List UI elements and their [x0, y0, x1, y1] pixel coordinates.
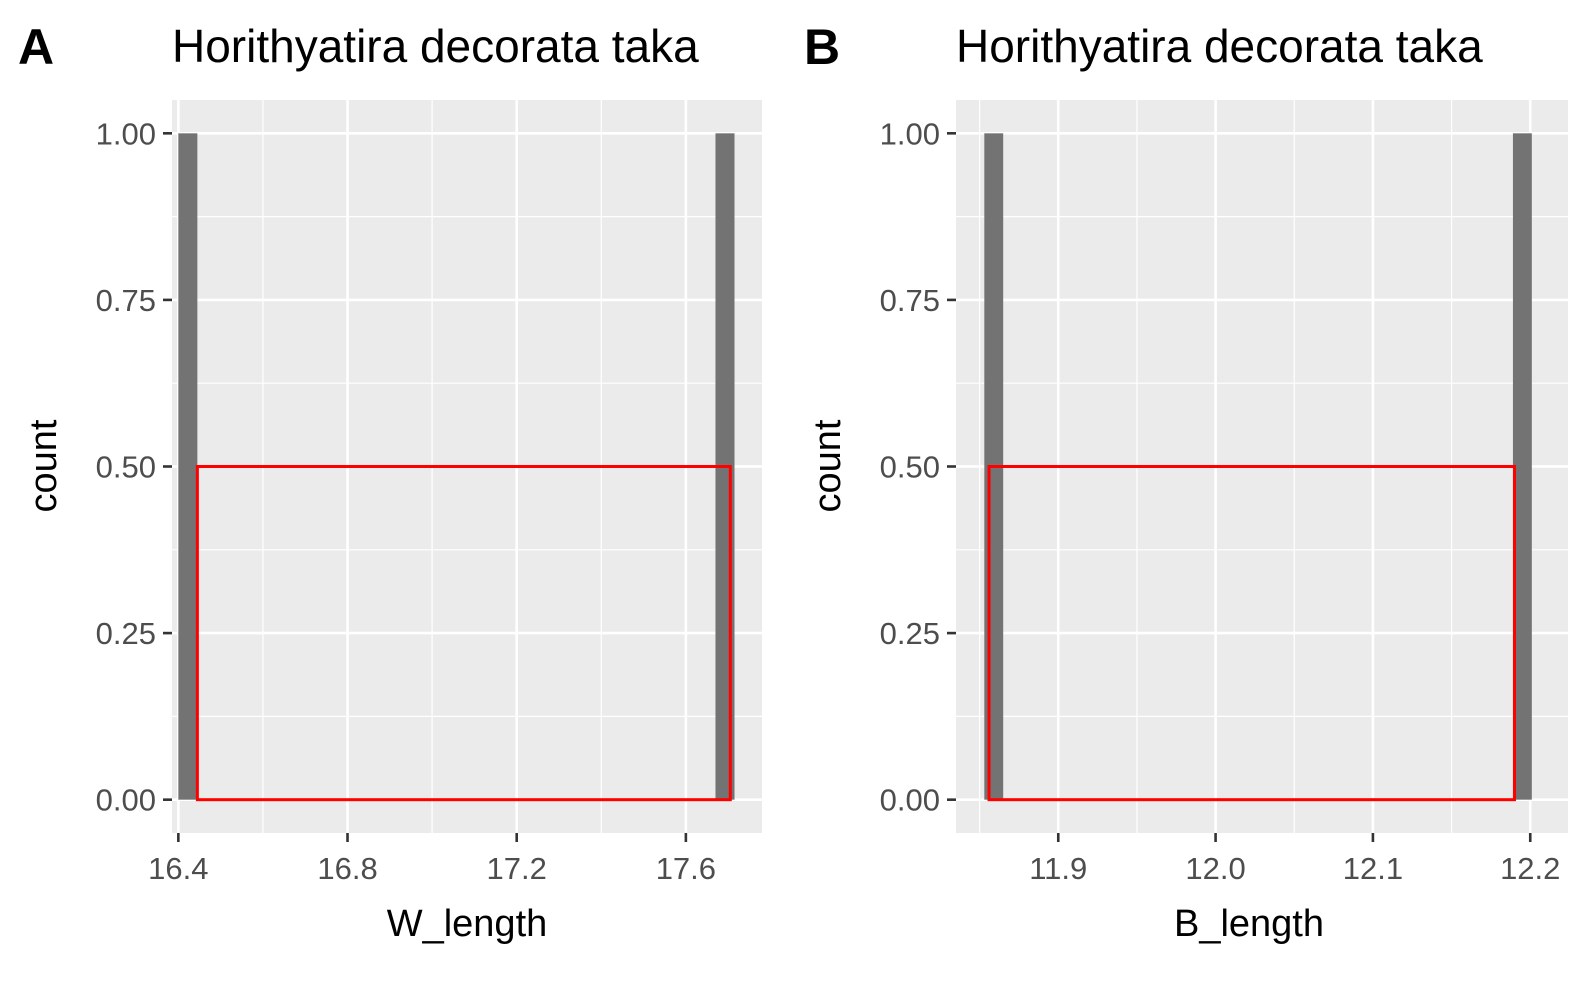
histogram-bar — [1512, 133, 1532, 800]
y-axis-title: count — [807, 419, 849, 512]
y-tick-label: 0.00 — [880, 783, 940, 818]
y-tick-label: 0.75 — [96, 283, 156, 318]
highlight-box — [987, 465, 1517, 802]
x-tick-label: 11.9 — [1029, 851, 1087, 886]
y-tick-label: 1.00 — [96, 116, 156, 151]
x-tick-label: 17.2 — [487, 851, 547, 886]
y-axis-title: count — [23, 419, 65, 512]
panel-b: 0.00 0.25 0.50 0.75 1.00 11.9 12.0 12.1 12.2 B_le… — [804, 19, 1568, 945]
x-axis-title: W_length — [387, 903, 548, 945]
y-tick-label: 1.00 — [880, 116, 940, 151]
y-tick-label: 0.25 — [96, 616, 156, 651]
plot-title: Horithyatira decorata taka — [956, 20, 1483, 72]
histogram-bar — [178, 133, 198, 800]
x-tick-label: 12.0 — [1185, 851, 1245, 886]
x-tick-label: 12.2 — [1500, 851, 1560, 886]
x-axis-title: B_length — [1174, 903, 1324, 945]
y-tick-label: 0.00 — [96, 783, 156, 818]
x-tick-label: 17.6 — [656, 851, 716, 886]
x-tick-label: 16.4 — [148, 851, 208, 886]
x-tick-label: 12.1 — [1343, 851, 1403, 886]
highlight-box — [195, 465, 732, 802]
panel-tag: A — [18, 19, 54, 75]
y-tick-label: 0.75 — [880, 283, 940, 318]
y-tick-label: 0.50 — [880, 450, 940, 485]
panel-a: 0.00 0.25 0.50 0.75 1.00 16.4 16.8 17.2 17.6 W_le… — [18, 19, 762, 945]
y-tick-label: 0.50 — [96, 450, 156, 485]
panel-tag: B — [804, 19, 840, 75]
plot-title: Horithyatira decorata taka — [172, 20, 699, 72]
y-tick-label: 0.25 — [880, 616, 940, 651]
x-tick-label: 16.8 — [317, 851, 377, 886]
